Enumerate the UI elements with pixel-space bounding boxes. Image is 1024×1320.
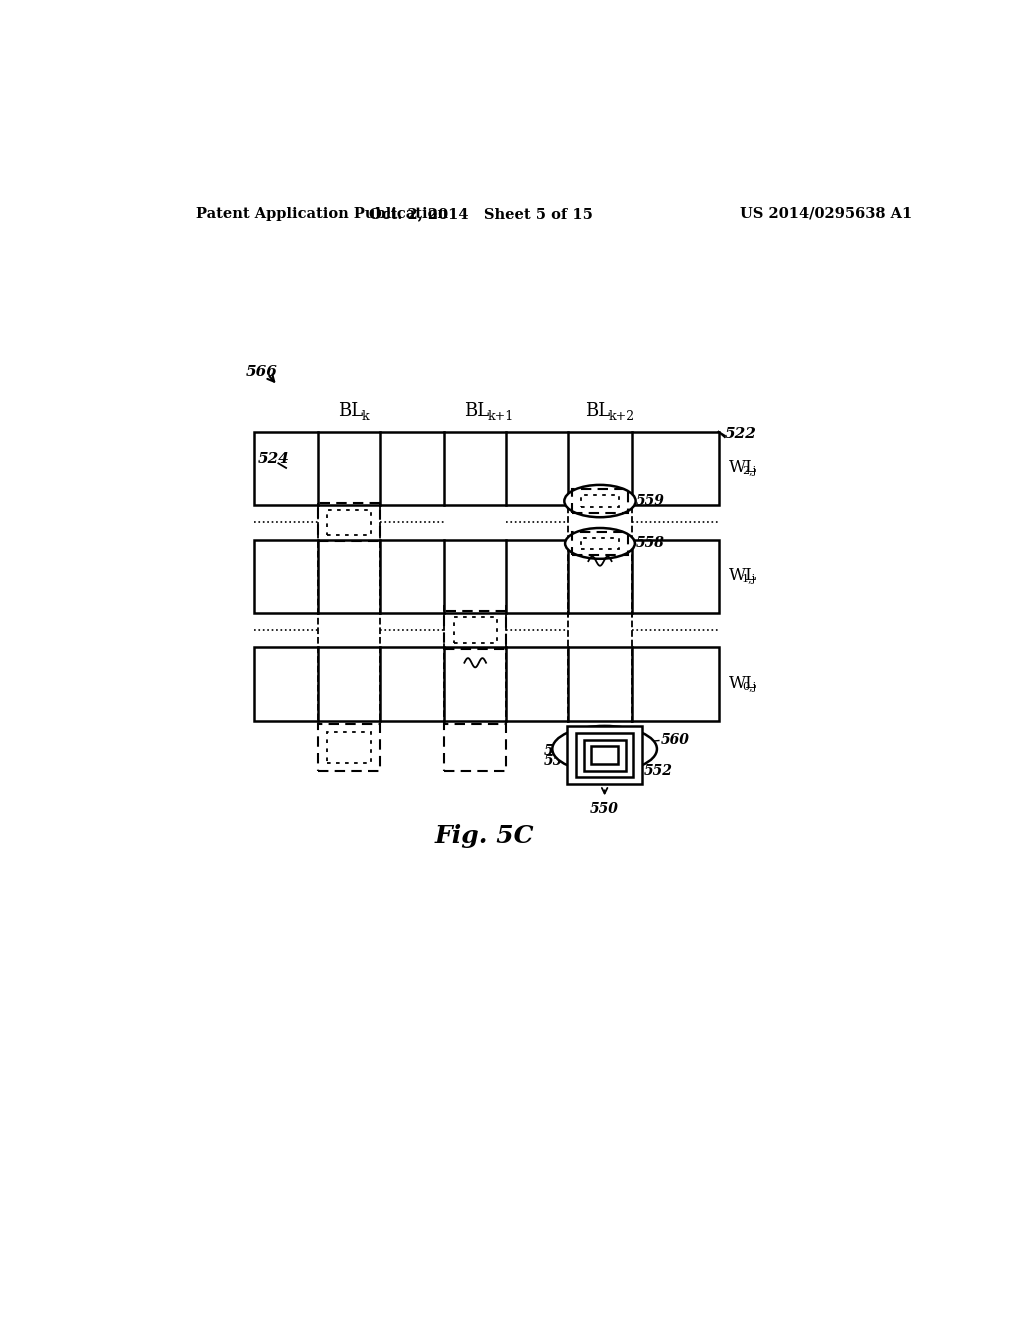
Text: Patent Application Publication: Patent Application Publication (197, 207, 449, 220)
Text: BL: BL (338, 403, 362, 420)
Text: BL: BL (464, 403, 489, 420)
Text: 556: 556 (544, 744, 573, 758)
Ellipse shape (565, 528, 635, 558)
Text: k: k (361, 411, 369, 424)
Text: Oct. 2, 2014   Sheet 5 of 15: Oct. 2, 2014 Sheet 5 of 15 (369, 207, 593, 220)
Text: Fig. 5C: Fig. 5C (435, 824, 535, 847)
Bar (254, 540, 719, 612)
Text: WL: WL (729, 568, 757, 585)
Text: BL: BL (585, 403, 610, 420)
Bar (592, 746, 617, 764)
Bar (328, 510, 371, 535)
Bar (582, 495, 618, 507)
Text: WL: WL (729, 459, 757, 477)
Text: 522: 522 (725, 428, 757, 441)
Bar (582, 539, 618, 549)
Text: 1,j: 1,j (741, 574, 756, 583)
Text: k+2: k+2 (608, 411, 635, 424)
Bar (444, 611, 506, 649)
Text: 566: 566 (246, 366, 278, 379)
Bar (444, 725, 506, 771)
Text: WL: WL (729, 675, 757, 692)
Text: 524: 524 (258, 451, 290, 466)
Bar (575, 733, 633, 777)
Bar (584, 739, 626, 771)
Text: 552: 552 (643, 763, 672, 777)
Text: US 2014/0295638 A1: US 2014/0295638 A1 (740, 207, 912, 220)
Bar (317, 725, 380, 771)
Ellipse shape (552, 726, 657, 772)
Text: 554: 554 (544, 754, 573, 768)
Text: 558: 558 (636, 536, 665, 550)
Text: 0,j: 0,j (741, 681, 756, 692)
Text: 2,j: 2,j (741, 466, 756, 477)
Bar (572, 488, 628, 513)
Text: 559: 559 (636, 494, 665, 508)
Bar (572, 532, 628, 554)
Text: k+1: k+1 (487, 411, 514, 424)
Bar (317, 503, 380, 541)
Text: 560: 560 (660, 733, 689, 747)
Bar (454, 618, 497, 643)
Bar (254, 647, 719, 721)
Ellipse shape (564, 484, 636, 517)
Bar (567, 726, 642, 784)
Text: 550: 550 (590, 803, 620, 816)
Bar (328, 733, 371, 763)
Bar (254, 432, 719, 506)
